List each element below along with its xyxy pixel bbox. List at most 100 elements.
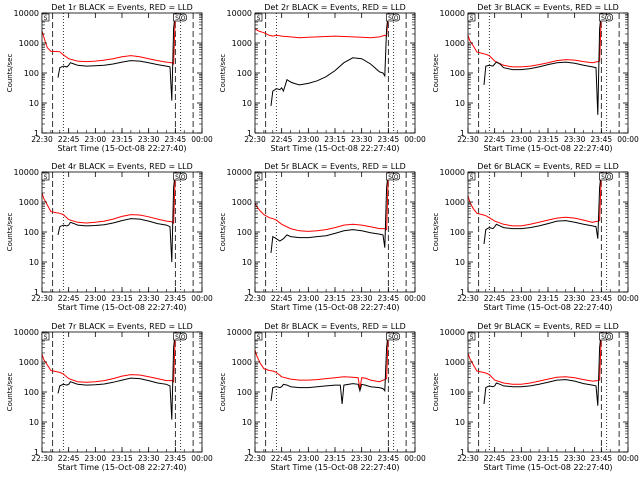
x-tick-label: 23:15 (537, 294, 559, 303)
marker-box (605, 13, 614, 22)
panel-title: Det 6r BLACK = Events, RED = LLD (477, 162, 619, 171)
x-axis-label: Start Time (15-Oct-08 22:27:40) (483, 144, 612, 153)
x-tick-label: 23:00 (511, 454, 533, 463)
panel-det-7: Det 7r BLACK = Events, RED = LLD 1 10 100 10… (6, 322, 213, 472)
y-tick-label: 1 (460, 129, 465, 138)
y-axis-label: Counts/sec (219, 54, 227, 93)
y-tick-label: 1000 (232, 358, 252, 367)
y-axis-label: Counts/sec (432, 373, 440, 412)
x-tick-label: 23:15 (324, 454, 346, 463)
x-tick-label: 23:00 (85, 135, 107, 144)
x-tick-label: 23:45 (591, 135, 613, 144)
y-tick-label: 10 (29, 99, 39, 108)
y-tick-label: 10000 (440, 9, 465, 18)
x-tick-label: 23:00 (511, 294, 533, 303)
y-tick-label: 1000 (19, 358, 39, 367)
marker-box (41, 13, 50, 22)
series-line-black-events (270, 12, 389, 106)
y-tick-label: 1000 (445, 198, 465, 207)
x-tick-label: 23:30 (351, 454, 373, 463)
y-tick-label: 1 (247, 448, 252, 457)
y-axis-label: Counts/sec (6, 213, 14, 252)
x-tick-label: 23:15 (324, 294, 346, 303)
marker-label: S (601, 15, 605, 22)
x-axis-label: Start Time (15-Oct-08 22:27:40) (57, 303, 186, 312)
panel-det-6: Det 6r BLACK = Events, RED = LLD 1 10 100 10… (432, 162, 639, 312)
x-tick-label: 00:00 (404, 294, 426, 303)
x-tick-label: 23:45 (378, 454, 400, 463)
plot-frame (41, 171, 203, 293)
y-tick-label: 10 (455, 418, 465, 427)
marker-label: S (388, 334, 392, 341)
x-tick-label: 23:30 (138, 135, 160, 144)
y-tick-label: 10000 (440, 328, 465, 337)
y-tick-label: 10000 (14, 168, 39, 177)
marker-label: S (175, 15, 179, 22)
marker-label: S (257, 15, 261, 22)
x-tick-label: 23:30 (351, 294, 373, 303)
x-tick-label: 22:30 (31, 454, 53, 463)
x-axis-label: Start Time (15-Oct-08 22:27:40) (270, 463, 399, 472)
panel-det-4: Det 4r BLACK = Events, RED = LLD 1 10 100 10… (6, 162, 213, 312)
marker-box (179, 332, 188, 341)
panel-det-9: Det 9r BLACK = Events, RED = LLD 1 10 100 10… (432, 322, 639, 472)
x-tick-label: 00:00 (191, 454, 213, 463)
y-tick-label: 100 (237, 388, 252, 397)
y-axis-label: Counts/sec (219, 213, 227, 252)
x-tick-label: 23:45 (165, 135, 187, 144)
y-tick-label: 10000 (14, 328, 39, 337)
plot-frame (41, 331, 203, 453)
panel-det-5: Det 5r BLACK = Events, RED = LLD 1 10 100 10… (219, 162, 426, 312)
x-tick-label: 22:30 (244, 454, 266, 463)
y-tick-label: 1000 (445, 358, 465, 367)
x-tick-label: 22:45 (58, 454, 80, 463)
x-tick-label: 22:45 (58, 135, 80, 144)
x-tick-label: 23:30 (138, 294, 160, 303)
x-tick-label: 23:00 (298, 294, 320, 303)
y-axis-label: Counts/sec (432, 213, 440, 252)
x-axis-label: Start Time (15-Oct-08 22:27:40) (57, 463, 186, 472)
y-tick-label: 10 (455, 99, 465, 108)
series-line-black-events (270, 331, 389, 404)
x-tick-label: 00:00 (617, 454, 639, 463)
x-tick-label: 23:30 (564, 294, 586, 303)
marker-box (605, 332, 614, 341)
x-tick-label: 22:45 (484, 454, 506, 463)
plot-frame (254, 331, 416, 453)
marker-box (254, 13, 263, 22)
x-tick-label: 23:45 (165, 454, 187, 463)
x-tick-label: 23:45 (165, 294, 187, 303)
panel-title: Det 5r BLACK = Events, RED = LLD (264, 162, 406, 171)
x-tick-label: 22:30 (31, 135, 53, 144)
panel-det-2: Det 2r BLACK = Events, RED = LLD 1 10 100 10… (219, 3, 426, 153)
panel-title: Det 2r BLACK = Events, RED = LLD (264, 3, 406, 12)
marker-box (254, 332, 263, 341)
x-tick-label: 00:00 (617, 135, 639, 144)
series-line-red-lld (41, 331, 178, 383)
x-tick-label: 23:45 (378, 135, 400, 144)
y-axis-label: Counts/sec (219, 373, 227, 412)
x-tick-label: 23:45 (378, 294, 400, 303)
y-tick-label: 10 (29, 418, 39, 427)
marker-label: S (388, 174, 392, 181)
marker-label: S (175, 334, 179, 341)
x-tick-label: 22:30 (457, 454, 479, 463)
x-tick-label: 22:30 (31, 294, 53, 303)
y-tick-label: 1 (34, 129, 39, 138)
x-tick-label: 22:30 (457, 135, 479, 144)
plot-frame (41, 12, 203, 134)
y-tick-label: 10 (29, 258, 39, 267)
y-tick-label: 100 (24, 228, 39, 237)
plot-frame (254, 171, 416, 293)
series-line-black-events (57, 12, 176, 101)
x-axis-label: Start Time (15-Oct-08 22:27:40) (270, 303, 399, 312)
plot-frame (254, 12, 416, 134)
y-tick-label: 1 (34, 288, 39, 297)
marker-box (41, 172, 50, 181)
y-tick-label: 1 (247, 129, 252, 138)
x-tick-label: 23:15 (537, 135, 559, 144)
series-line-black-events (270, 171, 389, 254)
x-tick-label: 23:15 (111, 294, 133, 303)
marker-label: O (181, 15, 186, 22)
